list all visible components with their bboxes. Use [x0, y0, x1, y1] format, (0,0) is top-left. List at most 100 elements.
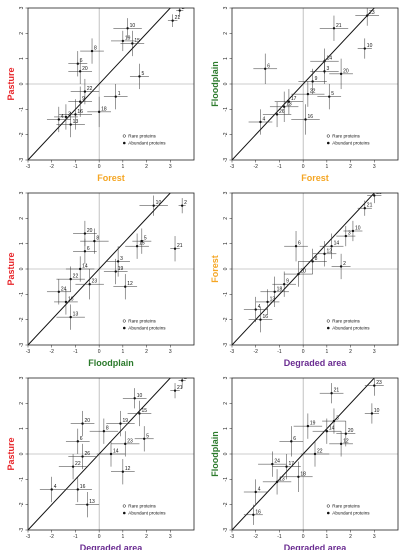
point-label: 3: [336, 416, 339, 422]
point-marker: [259, 318, 262, 321]
point-marker: [74, 113, 77, 116]
point-label: 22: [75, 461, 81, 467]
data-point: 12: [312, 241, 337, 267]
x-tick-label: -1: [73, 164, 78, 170]
point-label: 13: [73, 312, 79, 318]
point-marker: [173, 389, 177, 392]
x-tick-label: 0: [98, 164, 101, 170]
point-marker: [83, 250, 87, 253]
legend-entry-rare: Rare proteins: [332, 319, 360, 324]
point-marker: [311, 80, 314, 83]
legend-marker-abundant: [326, 326, 330, 330]
point-label: 19: [125, 35, 131, 41]
data-point: 16: [63, 476, 93, 503]
data-point: 5: [317, 84, 342, 110]
y-tick-label: -2: [19, 317, 25, 322]
data-point: 13: [262, 469, 292, 495]
point-label: 12: [343, 438, 349, 444]
y-tick-label: 3: [223, 376, 229, 379]
y-axis-label: Floodplain: [210, 61, 220, 107]
point-marker: [180, 379, 184, 382]
point-label: 14: [82, 264, 88, 270]
point-label: 13: [89, 499, 95, 505]
x-tick-label: -3: [26, 349, 31, 355]
point-label: 22: [310, 89, 316, 95]
data-point: 22: [56, 266, 85, 292]
point-label: 3: [348, 231, 351, 237]
x-tick-label: 3: [169, 534, 172, 540]
point-marker: [152, 204, 155, 207]
data-point: 26: [68, 443, 97, 470]
data-point: 17: [272, 454, 301, 480]
point-marker: [131, 42, 134, 45]
point-label: 23: [376, 380, 382, 386]
point-label: 4: [258, 487, 261, 493]
point-label: 8: [106, 426, 109, 432]
data-point: 19: [103, 258, 128, 285]
data-point: 13: [56, 111, 85, 138]
y-tick-label: -2: [19, 502, 25, 507]
point-label: 23: [127, 438, 133, 444]
x-axis-label: Floodplain: [88, 358, 134, 368]
y-tick-label: -1: [19, 292, 25, 297]
point-label: 3: [68, 111, 71, 117]
x-tick-label: -1: [73, 349, 78, 355]
y-tick-label: 1: [223, 242, 229, 245]
point-marker: [264, 67, 267, 71]
data-point: 13: [56, 304, 85, 330]
data-point: 18: [260, 276, 289, 307]
data-point: 22: [291, 81, 325, 107]
y-tick-label: -1: [223, 477, 229, 482]
point-marker: [275, 113, 279, 116]
data-point: 21: [357, 200, 373, 216]
data-point: 2: [331, 253, 351, 280]
point-label: 12: [125, 466, 131, 472]
data-point: 6: [65, 428, 90, 454]
x-tick-label: 1: [121, 164, 124, 170]
data-point: 9: [68, 86, 93, 117]
point-marker: [330, 392, 333, 395]
point-label: 10: [130, 23, 136, 29]
data-point: 2: [178, 378, 187, 389]
y-tick-label: -1: [223, 292, 229, 297]
y-axis-label: Pasture: [6, 437, 16, 470]
point-marker: [294, 245, 298, 248]
data-point: 9: [298, 68, 327, 95]
point-label: 26: [85, 451, 91, 457]
point-label: 21: [334, 388, 340, 394]
y-axis-label: Pasture: [6, 252, 16, 285]
point-label: 8: [94, 46, 97, 52]
point-marker: [297, 475, 300, 478]
point-label: 19: [310, 421, 316, 427]
data-point: 19: [293, 413, 323, 439]
point-label: 18: [101, 106, 107, 112]
point-label: 10: [355, 226, 361, 232]
legend-entry-abundant: Abundant proteins: [332, 326, 370, 331]
data-point: 14: [96, 441, 126, 467]
point-marker: [78, 70, 82, 73]
point-label: 9: [315, 76, 318, 82]
x-tick-label: 0: [98, 534, 101, 540]
legend-marker-rare: [326, 134, 330, 138]
data-point: 10: [357, 38, 373, 59]
data-point: 20: [70, 410, 95, 437]
point-marker: [351, 229, 355, 233]
point-label: 12: [326, 248, 332, 254]
data-point: 2: [176, 8, 185, 17]
x-tick-label: 3: [373, 349, 376, 355]
legend-entry-abundant: Abundant proteins: [332, 141, 370, 146]
point-marker: [339, 72, 343, 76]
y-axis-label: Floodplain: [210, 431, 220, 477]
identity-line: [232, 193, 375, 345]
point-label: 5: [144, 236, 147, 242]
y-tick-label: 2: [19, 32, 25, 35]
legend-marker-rare: [122, 319, 126, 323]
point-label: 1: [118, 91, 121, 97]
point-marker: [306, 424, 310, 428]
point-label: 20: [85, 418, 91, 424]
point-marker: [323, 70, 326, 73]
y-axis-label: Pasture: [6, 67, 16, 100]
data-point: 22: [58, 454, 88, 480]
